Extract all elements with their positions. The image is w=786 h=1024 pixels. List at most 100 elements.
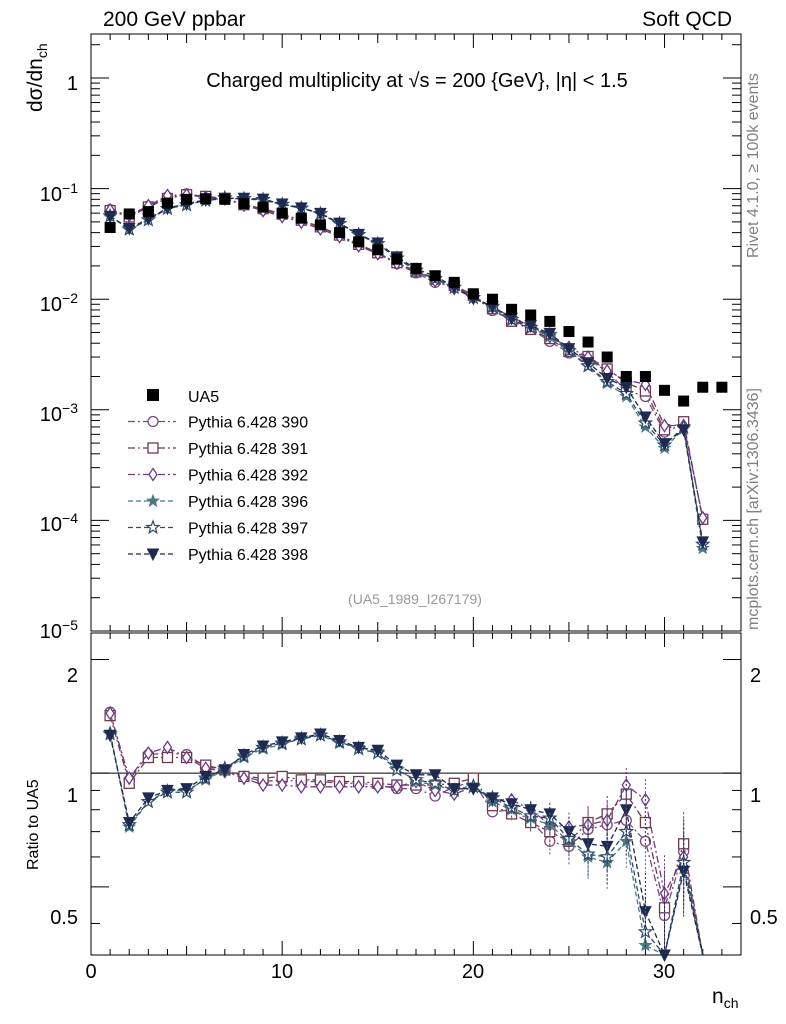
marker-diamond xyxy=(124,770,135,786)
x-tick-label-10: 10 xyxy=(271,961,293,983)
marker-triangle xyxy=(333,735,346,748)
marker-diamond xyxy=(697,510,708,525)
ua5-data-point xyxy=(295,212,307,224)
ua5-data-point xyxy=(467,288,479,300)
marker-diamond xyxy=(277,777,287,793)
ua5-data-point xyxy=(391,253,403,265)
side-text-bottom: mcplots.cern.ch [arXiv:1306.3436] xyxy=(745,388,762,630)
marker-diamond xyxy=(181,750,192,765)
marker-triangle xyxy=(122,222,136,236)
marker-triangle xyxy=(256,193,270,207)
marker-star-filled xyxy=(145,493,161,508)
legend-label: Pythia 6.428 397 xyxy=(188,521,308,538)
ua5-data-point xyxy=(181,193,193,205)
legend-label: Pythia 6.428 396 xyxy=(188,494,308,511)
marker-circle xyxy=(147,415,159,428)
header-left: 200 GeV ppbar xyxy=(103,8,246,31)
ua5-data-point xyxy=(525,309,537,321)
main-axis-ticks xyxy=(90,34,742,632)
x-axis-label: nch xyxy=(712,985,738,1011)
marker-triangle xyxy=(639,411,652,425)
ua5-data-point xyxy=(563,326,575,338)
analysis-tag: (UA5_1989_I267179) xyxy=(348,591,482,607)
marker-triangle xyxy=(352,228,365,242)
ratio-tick-05-right: 0.5 xyxy=(750,907,778,929)
ua5-data-point xyxy=(353,236,365,248)
marker-triangle xyxy=(122,817,136,830)
marker-triangle xyxy=(294,202,308,215)
legend-marker-ua5 xyxy=(147,389,159,401)
chart-title: Charged multiplicity at √s = 200 {GeV}, … xyxy=(206,70,628,92)
series-line-ratio xyxy=(109,732,704,956)
header-right: Soft QCD xyxy=(642,8,732,31)
ratio-tick-2-left: 2 xyxy=(67,665,78,687)
marker-triangle xyxy=(677,424,690,437)
series-line-main xyxy=(109,197,704,545)
main-plot-frame xyxy=(90,33,742,632)
y-axis-label: dσ/dnch xyxy=(24,43,50,112)
marker-triangle xyxy=(581,357,595,370)
marker-triangle xyxy=(146,548,160,562)
marker-triangle xyxy=(275,198,289,212)
marker-triangle xyxy=(658,438,671,451)
ua5-data-point xyxy=(276,207,288,219)
marker-triangle xyxy=(180,783,193,796)
marker-diamond xyxy=(392,779,402,794)
ua5-data-point xyxy=(582,336,594,348)
legend-label: Pythia 6.428 398 xyxy=(188,547,308,564)
marker-triangle xyxy=(619,381,633,395)
ratio-tick-05-left: 0.5 xyxy=(50,907,78,929)
marker-triangle xyxy=(409,769,423,782)
ua5-data-point xyxy=(639,371,651,383)
y-tick-label-1e-2: 10−2 xyxy=(40,290,78,316)
y-tick-label-1e-1: 10−1 xyxy=(40,180,78,206)
ratio-error-bars xyxy=(511,767,685,951)
series-line-ratio xyxy=(109,733,704,957)
marker-diamond xyxy=(105,706,115,721)
marker-triangle xyxy=(600,372,614,386)
ua5-reference-points xyxy=(104,193,728,407)
y-tick-label-1e-5: 10−5 xyxy=(40,617,78,643)
marker-triangle xyxy=(428,769,442,782)
ua5-data-point xyxy=(448,276,460,288)
marker-diamond xyxy=(659,418,670,433)
series-line-ratio xyxy=(109,712,704,956)
marker-triangle xyxy=(142,792,155,806)
marker-triangle xyxy=(314,728,327,742)
marker-triangle xyxy=(352,741,365,755)
marker-triangle xyxy=(524,320,538,333)
marker-triangle xyxy=(294,732,308,745)
ua5-data-point xyxy=(257,201,269,213)
legend: UA5 Pythia 6.428 390 Pythia 6.428 391 Pythi… xyxy=(128,389,308,564)
ua5-data-point xyxy=(601,351,613,363)
x-tick-label-30: 30 xyxy=(653,961,675,983)
marker-diamond xyxy=(239,770,249,786)
x-tick-label-0: 0 xyxy=(85,961,96,983)
ratio-tick-labels: 2 1 0.5 2 1 0.5 xyxy=(50,665,778,929)
marker-triangle xyxy=(467,783,480,796)
ua5-data-point xyxy=(219,193,231,205)
ua5-data-point xyxy=(544,315,556,327)
ratio-tick-1-right: 1 xyxy=(750,785,761,807)
main-y-tick-labels: 1 10−1 10−2 10−3 10−4 10−5 xyxy=(40,73,78,643)
marker-triangle xyxy=(103,210,117,224)
ua5-data-point xyxy=(372,244,384,256)
series-line-main xyxy=(109,193,704,519)
marker-star-open xyxy=(427,775,443,791)
marker-triangle xyxy=(562,343,576,356)
legend-label-ua5: UA5 xyxy=(188,389,219,406)
ua5-data-point xyxy=(678,395,690,407)
series-line-ratio xyxy=(109,733,704,958)
marker-triangle xyxy=(486,792,499,806)
ratio-tick-1-left: 1 xyxy=(67,785,78,807)
marker-triangle xyxy=(218,764,232,778)
ua5-data-point xyxy=(104,221,116,233)
ratio-y-axis-label: Ratio to UA5 xyxy=(25,779,42,870)
marker-triangle xyxy=(314,207,327,221)
x-tick-labels: 0 10 20 30 xyxy=(85,961,675,983)
ua5-data-point xyxy=(161,197,173,209)
marker-triangle xyxy=(696,536,710,549)
legend-label: Pythia 6.428 392 xyxy=(188,468,308,485)
ua5-data-point xyxy=(486,293,498,305)
